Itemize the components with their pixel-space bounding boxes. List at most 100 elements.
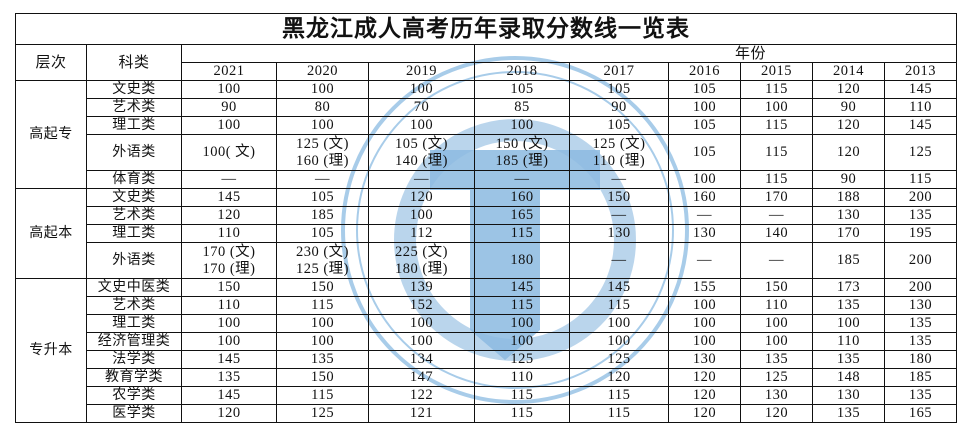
score-cell: 135 [181, 368, 277, 387]
score-cell: 155 [668, 278, 741, 297]
score-cell: 225 (文) 180 (理) [368, 242, 475, 279]
score-cell: 120 [181, 206, 277, 225]
category-cell: 医学类 [86, 404, 182, 423]
score-cell: 100 [368, 314, 475, 333]
table-row: 高起本 文史类 145 105 120 160 150 160 170 188 200 [15, 188, 957, 279]
score-cell: 115 [276, 296, 369, 315]
table-row: 高起专 文史类 100 100 100 105 105 105 115 120 145 [15, 80, 957, 189]
score-cell: 145 [474, 278, 570, 297]
score-cell: 100 [740, 98, 813, 117]
header-year-group: 年份 [474, 44, 957, 63]
score-cell: 125 [569, 350, 669, 369]
score-cell: 105 [668, 134, 741, 171]
score-cell: 100 [569, 332, 669, 351]
table-row: 专升本 文史中医类 150 150 139 145 145 155 150 173 200 [15, 278, 957, 423]
score-cell: 130 [668, 224, 741, 243]
score-cell: 185 [884, 368, 957, 387]
score-cell: 125 [884, 134, 957, 171]
score-cell: 130 [812, 206, 885, 225]
header-year: 2013 [884, 62, 957, 81]
score-cell: 120 [668, 404, 741, 423]
score-cell: 150 [569, 188, 669, 207]
table-row: 农学类 145 115 122 115 115 120 130 130 135 [16, 386, 957, 405]
score-cell: 105 (文) 140 (理) [368, 134, 475, 171]
score-cell: 188 [812, 188, 885, 207]
score-cell: 125 [474, 350, 570, 369]
table-row: 理工类 100 100 100 100 105 105 115 120 145 [16, 116, 957, 135]
score-cell: 120 [181, 404, 277, 423]
score-cell: 100 [668, 296, 741, 315]
score-cell: 115 [884, 170, 957, 189]
score-cell: — [181, 170, 277, 189]
score-cell: 150 [181, 278, 277, 297]
score-cell: 130 [740, 386, 813, 405]
score-cell: 100 [740, 332, 813, 351]
score-cell: 148 [812, 368, 885, 387]
score-cell: 115 [569, 404, 669, 423]
score-cell: 147 [368, 368, 475, 387]
score-cell: 135 [276, 350, 369, 369]
score-cell: 110 [812, 332, 885, 351]
score-cell: 115 [740, 134, 813, 171]
score-cell: 100 [668, 314, 741, 333]
score-cell: 90 [812, 98, 885, 117]
score-cell: 110 [181, 224, 277, 243]
score-cell: 110 [740, 296, 813, 315]
table-row: 教育学类 135 150 147 110 120 120 125 148 185 [16, 368, 957, 387]
score-cell: 115 [474, 404, 570, 423]
score-cell: 100 [276, 314, 369, 333]
category-cell: 外语类 [86, 242, 182, 279]
score-cell: 145 [181, 350, 277, 369]
score-cell: 145 [181, 386, 277, 405]
score-cell: 70 [368, 98, 475, 117]
score-cell: 120 [668, 368, 741, 387]
score-cell: 115 [569, 386, 669, 405]
score-cell: 105 [668, 116, 741, 135]
score-cell: — [569, 242, 669, 279]
score-cell: 112 [368, 224, 475, 243]
score-cell: 100 [368, 80, 475, 99]
score-cell: — [569, 170, 669, 189]
score-cell: 150 (文) 185 (理) [474, 134, 570, 171]
score-cell: 160 [474, 188, 570, 207]
score-cell: — [740, 206, 813, 225]
score-cell: 100 [812, 314, 885, 333]
score-cell: 185 [276, 206, 369, 225]
score-cell: 200 [884, 278, 957, 297]
category-cell: 理工类 [86, 116, 182, 135]
score-cell: — [668, 242, 741, 279]
score-cell: 100 [368, 332, 475, 351]
score-cell: 200 [884, 188, 957, 207]
score-cell: 130 [569, 224, 669, 243]
score-cell: 115 [276, 386, 369, 405]
table-row: 体育类 — — — — —100 115 90 115 [16, 170, 957, 189]
score-cell: — [740, 242, 813, 279]
header-year: 2016 [668, 62, 741, 81]
score-cell: 165 [884, 404, 957, 423]
category-cell: 外语类 [86, 134, 182, 171]
score-cell: — [668, 206, 741, 225]
table-row: 外语类 170 (文) 170 (理) 230 (文) 125 (理) 225 (文)… [16, 242, 957, 279]
score-cell: 125 (文) 110 (理) [569, 134, 669, 171]
score-cell: 180 [474, 242, 570, 279]
table-row: 经济管理类 100 100 100 100 100 100 100 110 135 [16, 332, 957, 351]
score-cell: 130 [884, 296, 957, 315]
header-blank [181, 44, 475, 63]
header-year: 2014 [812, 62, 885, 81]
category-cell: 艺术类 [86, 206, 182, 225]
category-cell: 文史类 [86, 188, 182, 207]
header-year: 2019 [368, 62, 475, 81]
score-cell: 120 [368, 188, 475, 207]
table-row: 外语类 100( 文) 125 (文) 160 (理) 105 (文) 140 (理)… [16, 134, 957, 171]
score-cell: 100 [276, 80, 369, 99]
level-cell: 专升本 [15, 278, 87, 423]
score-cell: 170 (文) 170 (理) [181, 242, 277, 279]
score-cell: 145 [884, 116, 957, 135]
score-cell: 115 [740, 116, 813, 135]
score-cell: 100( 文) [181, 134, 277, 171]
score-cell: 105 [569, 116, 669, 135]
score-cell: 150 [740, 278, 813, 297]
score-cell: 90 [812, 170, 885, 189]
score-cell: 173 [812, 278, 885, 297]
score-cell: 80 [276, 98, 369, 117]
